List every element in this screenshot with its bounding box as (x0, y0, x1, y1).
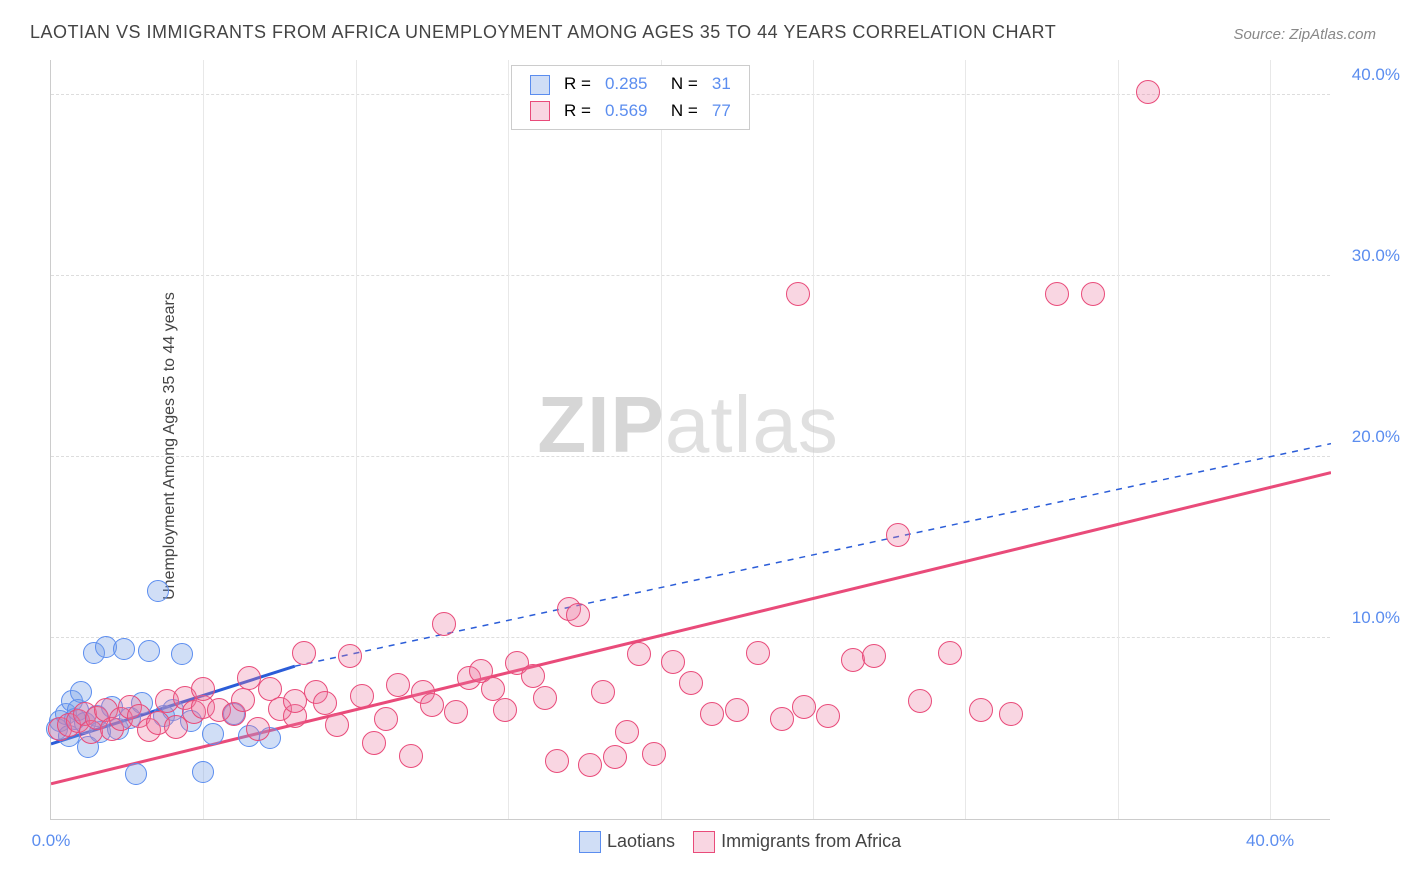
y-tick-label: 40.0% (1352, 65, 1400, 85)
legend-stats: R =0.285 N =31R =0.569 N =77 (511, 65, 750, 130)
data-point (786, 282, 810, 306)
legend-swatch (693, 831, 715, 853)
plot-area: 10.0%20.0%30.0%40.0%0.0%40.0%ZIPatlasR =… (50, 60, 1330, 820)
data-point (192, 761, 214, 783)
data-point (231, 688, 255, 712)
gridline-v (1118, 60, 1119, 819)
data-point (113, 638, 135, 660)
data-point (147, 580, 169, 602)
data-point (908, 689, 932, 713)
data-point (432, 612, 456, 636)
data-point (886, 523, 910, 547)
gridline-h (51, 637, 1330, 638)
data-point (533, 686, 557, 710)
data-point (292, 641, 316, 665)
data-point (1136, 80, 1160, 104)
gridline-v (661, 60, 662, 819)
data-point (237, 666, 261, 690)
data-point (191, 677, 215, 701)
data-point (420, 693, 444, 717)
gridline-v (965, 60, 966, 819)
y-tick-label: 20.0% (1352, 427, 1400, 447)
data-point (841, 648, 865, 672)
data-point (792, 695, 816, 719)
y-tick-label: 10.0% (1352, 608, 1400, 628)
data-point (661, 650, 685, 674)
data-point (938, 641, 962, 665)
data-point (1081, 282, 1105, 306)
data-point (386, 673, 410, 697)
data-point (521, 664, 545, 688)
data-point (1045, 282, 1069, 306)
data-point (444, 700, 468, 724)
data-point (125, 763, 147, 785)
data-point (725, 698, 749, 722)
data-point (325, 713, 349, 737)
y-tick-label: 30.0% (1352, 246, 1400, 266)
data-point (374, 707, 398, 731)
data-point (481, 677, 505, 701)
data-point (399, 744, 423, 768)
data-point (700, 702, 724, 726)
data-point (313, 691, 337, 715)
data-point (603, 745, 627, 769)
x-tick-label: 40.0% (1246, 831, 1294, 851)
data-point (202, 723, 224, 745)
data-point (493, 698, 517, 722)
data-point (999, 702, 1023, 726)
gridline-v (1270, 60, 1271, 819)
data-point (679, 671, 703, 695)
data-point (545, 749, 569, 773)
data-point (969, 698, 993, 722)
data-point (70, 681, 92, 703)
data-point (816, 704, 840, 728)
data-point (578, 753, 602, 777)
x-tick-label: 0.0% (32, 831, 71, 851)
legend-swatch (579, 831, 601, 853)
data-point (746, 641, 770, 665)
data-point (642, 742, 666, 766)
data-point (566, 603, 590, 627)
data-point (171, 643, 193, 665)
data-point (862, 644, 886, 668)
legend-label: Immigrants from Africa (721, 831, 901, 851)
watermark: ZIPatlas (537, 379, 838, 471)
data-point (338, 644, 362, 668)
data-point (627, 642, 651, 666)
data-point (350, 684, 374, 708)
data-point (615, 720, 639, 744)
data-point (362, 731, 386, 755)
data-point (246, 717, 270, 741)
data-point (770, 707, 794, 731)
data-point (283, 689, 307, 713)
source-label: Source: ZipAtlas.com (1233, 26, 1376, 43)
gridline-h (51, 275, 1330, 276)
legend-series: Laotians Immigrants from Africa (561, 831, 901, 853)
gridline-h (51, 456, 1330, 457)
chart-title: LAOTIAN VS IMMIGRANTS FROM AFRICA UNEMPL… (30, 22, 1056, 43)
data-point (138, 640, 160, 662)
data-point (591, 680, 615, 704)
legend-label: Laotians (607, 831, 675, 851)
